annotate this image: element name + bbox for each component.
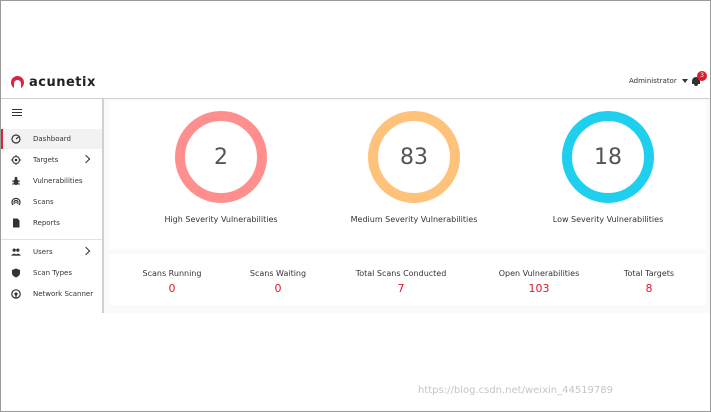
stat-label: Total Targets — [623, 269, 675, 278]
radar-icon — [11, 197, 21, 207]
low-severity-ring: 18 — [562, 111, 654, 203]
medium-severity-label: Medium Severity Vulnerabilities — [350, 215, 478, 224]
chevron-right-icon — [81, 246, 91, 256]
acunetix-logo[interactable]: acunetix — [11, 75, 96, 90]
stat-value: 103 — [528, 282, 550, 295]
high-severity-widget[interactable]: 2 High Severity Vulnerabilities — [151, 111, 291, 224]
dashboard-main: 2 High Severity Vulnerabilities 83 Mediu… — [104, 99, 710, 313]
sidebar-item-users[interactable]: Users — [1, 242, 102, 262]
stat-open-vulnerabilities[interactable]: Open Vulnerabilities 103 — [484, 269, 594, 295]
sidebar-item-label: Scans — [33, 198, 54, 206]
stat-label: Open Vulnerabilities — [498, 269, 580, 278]
low-severity-widget[interactable]: 18 Low Severity Vulnerabilities — [538, 111, 678, 224]
sidebar-item-reports[interactable]: Reports — [1, 213, 102, 233]
sidebar-item-label: Scan Types — [33, 269, 72, 277]
target-icon — [11, 155, 21, 165]
gauge-icon — [11, 134, 21, 144]
sidebar-item-scan-types[interactable]: Scan Types — [1, 263, 102, 283]
bug-icon — [11, 176, 21, 186]
caret-down-icon — [681, 79, 688, 83]
stat-label: Total Scans Conducted — [355, 269, 447, 278]
notification-badge: 3 — [697, 71, 707, 81]
sidebar-item-label: Network Scanner — [33, 290, 94, 298]
stat-scans-running[interactable]: Scans Running 0 — [117, 269, 227, 295]
severity-card: 2 High Severity Vulnerabilities 83 Mediu… — [109, 101, 706, 249]
top-bar: acunetix Administrator — [1, 66, 710, 99]
sidebar-item-network-scanner[interactable]: Network Scanner — [1, 284, 102, 304]
user-name: Administrator — [629, 77, 677, 85]
stat-value: 8 — [645, 282, 653, 295]
high-severity-count: 2 — [214, 144, 228, 170]
users-icon — [11, 247, 21, 257]
stat-label: Scans Waiting — [249, 269, 307, 278]
watermark-text: https://blog.csdn.net/weixin_44519789 — [418, 385, 614, 396]
sidebar-item-label: Targets — [33, 156, 59, 164]
chevron-right-icon — [81, 154, 91, 164]
sidebar-item-dashboard[interactable]: Dashboard — [1, 129, 102, 149]
medium-severity-count: 83 — [400, 144, 428, 170]
stat-total-scans[interactable]: Total Scans Conducted 7 — [346, 269, 456, 295]
sidebar: Dashboard Targets Vulnerabilities Scans … — [1, 99, 105, 313]
shield-icon — [11, 268, 21, 278]
medium-severity-ring: 83 — [368, 111, 460, 203]
low-severity-label: Low Severity Vulnerabilities — [552, 215, 664, 224]
sidebar-item-label: Reports — [33, 219, 60, 227]
sidebar-item-label: Dashboard — [33, 135, 71, 143]
high-severity-ring: 2 — [175, 111, 267, 203]
sidebar-item-label: Users — [33, 248, 53, 256]
sidebar-item-vulnerabilities[interactable]: Vulnerabilities — [1, 171, 102, 191]
medium-severity-widget[interactable]: 83 Medium Severity Vulnerabilities — [344, 111, 484, 224]
stat-scans-waiting[interactable]: Scans Waiting 0 — [223, 269, 333, 295]
stat-total-targets[interactable]: Total Targets 8 — [594, 269, 704, 295]
sidebar-divider — [1, 239, 102, 240]
user-menu[interactable]: Administrator — [629, 77, 688, 85]
stat-value: 0 — [168, 282, 176, 295]
bell-icon[interactable] — [691, 76, 701, 86]
low-severity-count: 18 — [594, 144, 622, 170]
acunetix-logo-icon — [11, 76, 24, 89]
hamburger-menu-icon[interactable] — [12, 109, 22, 118]
high-severity-label: High Severity Vulnerabilities — [164, 215, 278, 224]
stat-label: Scans Running — [142, 269, 202, 278]
stat-value: 0 — [274, 282, 282, 295]
sidebar-item-label: Vulnerabilities — [33, 177, 83, 185]
stat-value: 7 — [397, 282, 405, 295]
stats-card: Scans Running 0 Scans Waiting 0 Total Sc… — [109, 254, 706, 305]
network-icon — [11, 289, 21, 299]
brand-name: acunetix — [29, 75, 96, 90]
sidebar-item-targets[interactable]: Targets — [1, 150, 102, 170]
sidebar-item-scans[interactable]: Scans — [1, 192, 102, 212]
document-icon — [11, 218, 21, 228]
